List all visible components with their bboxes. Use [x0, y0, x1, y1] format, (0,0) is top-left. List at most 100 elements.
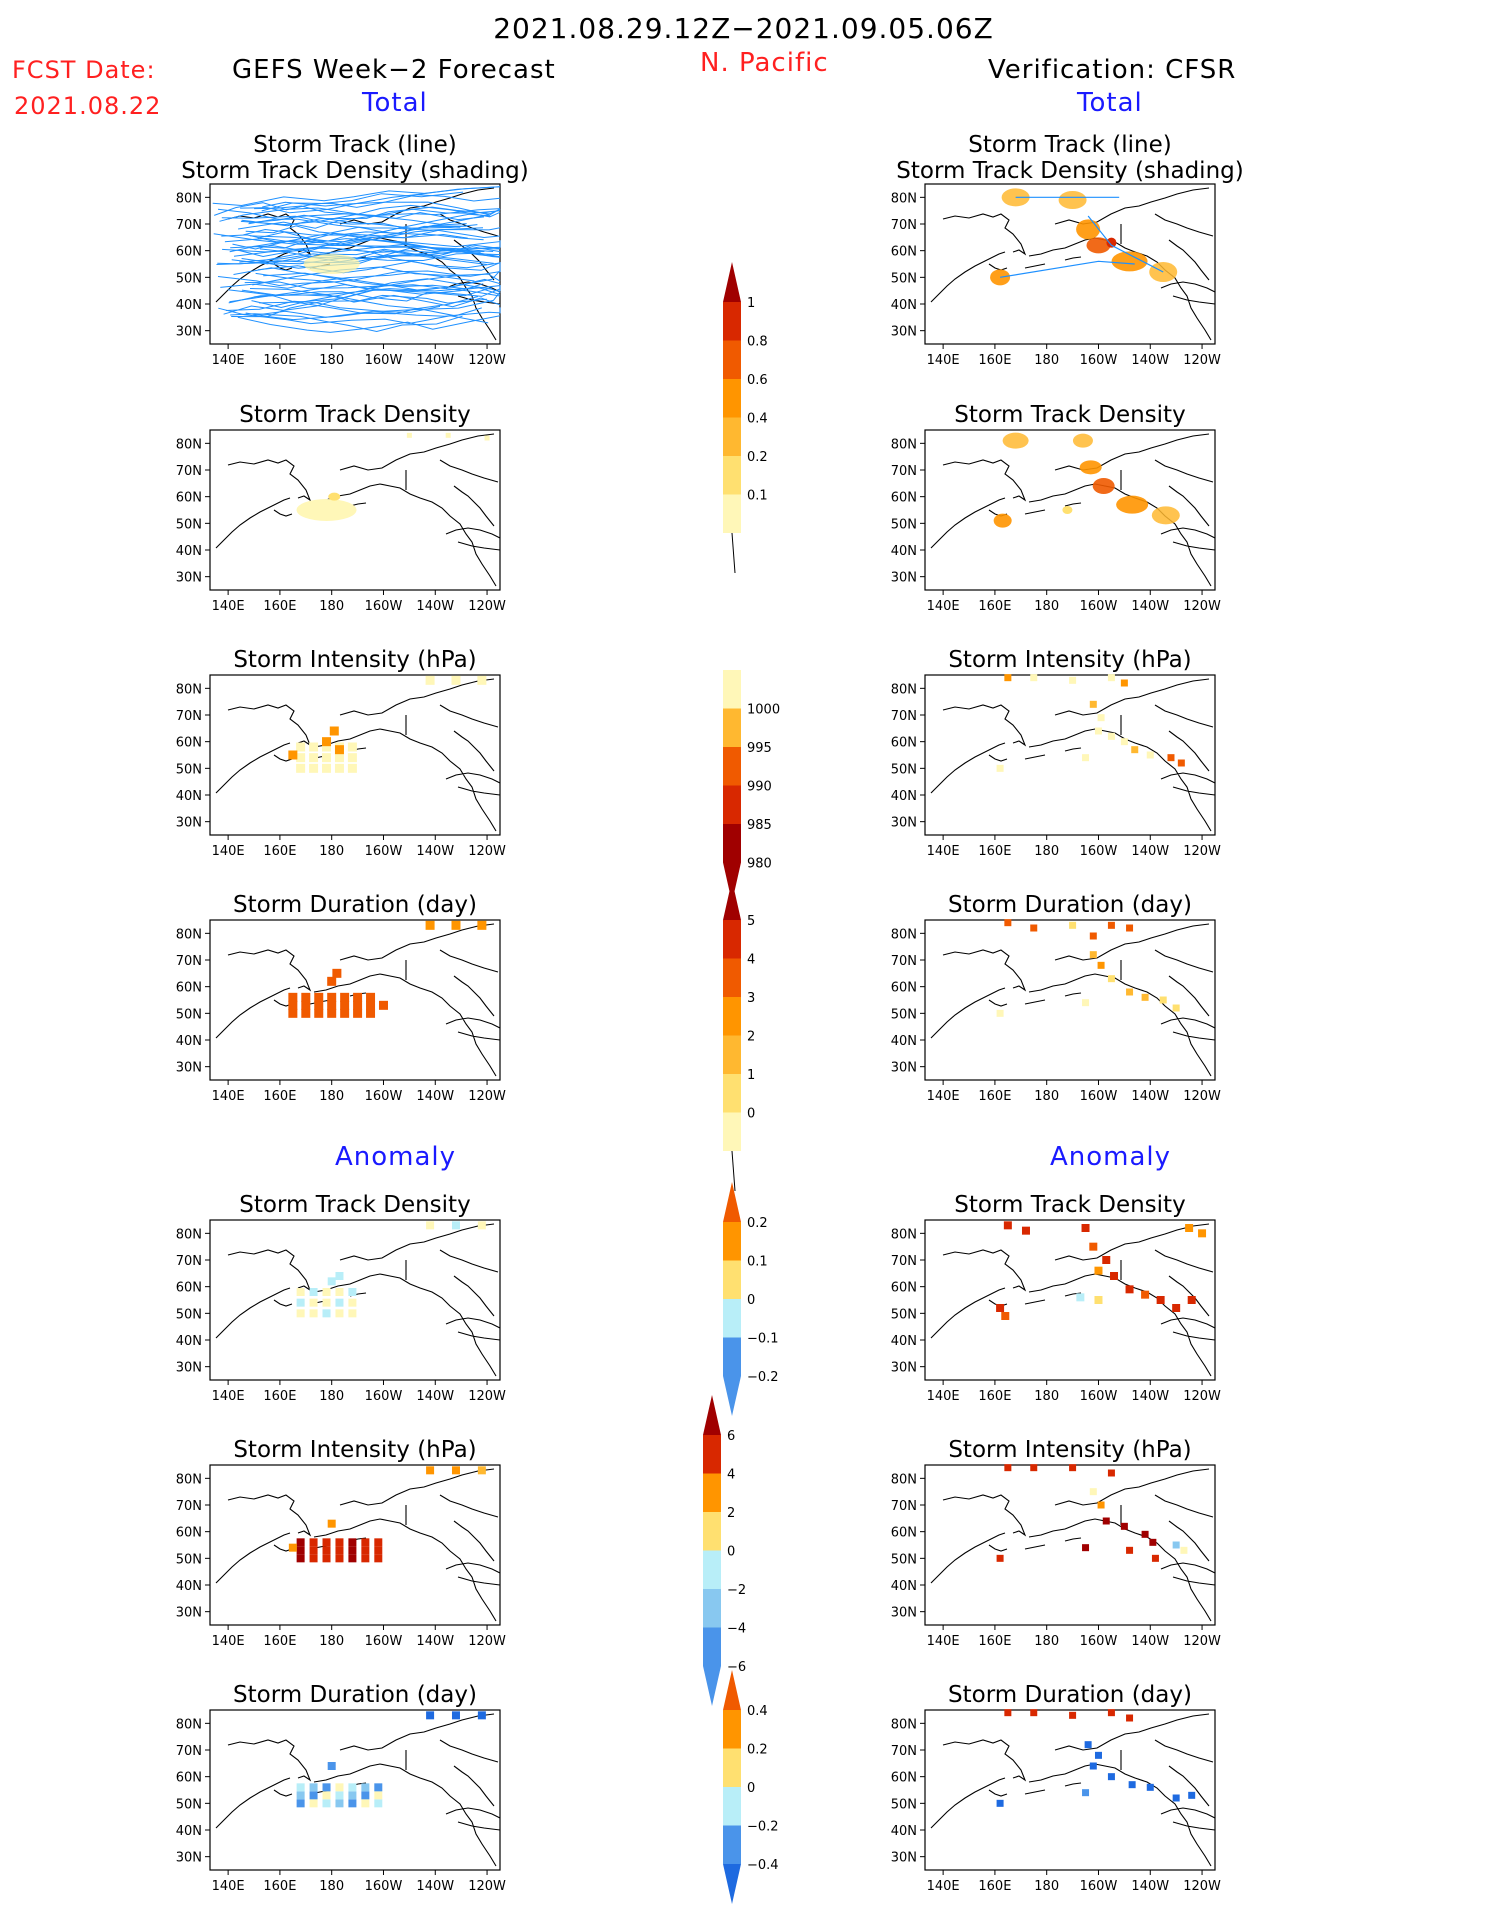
lat-tick-label: 40N [891, 1824, 917, 1839]
grid-cell [1082, 1544, 1090, 1552]
grid-cell [340, 1000, 350, 1010]
lon-tick-label: 140W [416, 1089, 454, 1104]
colorbar-density: 1 0.8 0.6 0.4 0.2 0.1 [723, 262, 768, 574]
grid-cell [1172, 1304, 1181, 1312]
grid-cell [361, 1554, 370, 1563]
lat-tick-label: 80N [891, 1717, 917, 1732]
grid-cell [327, 1519, 336, 1528]
lon-tick-label: 140W [416, 1879, 454, 1894]
storm-track-line [251, 273, 501, 309]
colorbar-bottom-arrow [723, 1376, 741, 1416]
grid-cell [374, 1546, 383, 1555]
density-blob [993, 513, 1012, 528]
lat-tick-label: 60N [176, 981, 202, 996]
lon-tick-label: 180 [1034, 1389, 1059, 1404]
storm-track-line [221, 215, 467, 231]
lat-tick-label: 50N [891, 1007, 917, 1022]
grid-cell [366, 1000, 376, 1010]
lon-tick-label: 180 [1034, 1634, 1059, 1649]
panel-title: Storm Intensity (hPa) [948, 647, 1191, 673]
colorbar-segment [723, 340, 741, 379]
grid-cell [1126, 924, 1134, 932]
grid-cell [1107, 921, 1115, 929]
lon-tick-label: 140W [1131, 1389, 1169, 1404]
lon-tick-label: 160W [1080, 1634, 1118, 1649]
density-blob [296, 499, 357, 521]
grid-cell [451, 1221, 460, 1230]
lon-tick-label: 160W [365, 844, 403, 859]
colorbar-label: 0.6 [747, 373, 768, 388]
colorbar-label: 0.8 [747, 335, 768, 350]
grid-cell [1126, 988, 1134, 996]
storm-track-line [244, 281, 501, 297]
grid-cell [314, 1000, 324, 1010]
grid-cell [378, 1000, 388, 1010]
density-blob [1062, 506, 1073, 514]
density-blob [328, 492, 341, 501]
lon-tick-label: 180 [319, 1089, 344, 1104]
coastline [930, 923, 1216, 1077]
grid-cell [1131, 746, 1139, 754]
lon-tick-label: 120W [1183, 1089, 1221, 1104]
lat-tick-label: 60N [891, 245, 917, 260]
colorbar-bottom-line [731, 532, 736, 574]
colorbar-segment [723, 379, 741, 418]
grid-cell [1125, 1285, 1134, 1294]
storm-track-line [217, 208, 478, 229]
coastline [215, 678, 501, 832]
lon-tick-label: 120W [1183, 1879, 1221, 1894]
colorbar-label: 2 [747, 1030, 755, 1045]
grid-cell [1141, 1530, 1149, 1538]
lon-tick-label: 160E [263, 1634, 296, 1649]
grid-cell [1141, 1290, 1150, 1299]
lat-tick-label: 30N [176, 1851, 202, 1866]
panel-title: Storm Duration (day) [233, 892, 477, 918]
lat-tick-label: 40N [176, 544, 202, 559]
panel-title: Storm Duration (day) [233, 1682, 477, 1708]
grid-cell [353, 992, 363, 1002]
colorbar-segment [723, 670, 741, 709]
lon-tick-label: 160E [263, 1879, 296, 1894]
grid-cell [1030, 1709, 1038, 1717]
grid-cell [288, 992, 298, 1002]
grid-cell [332, 968, 342, 978]
lat-tick-label: 40N [891, 789, 917, 804]
lon-tick-label: 140W [1131, 353, 1169, 368]
grid-cell [348, 1538, 357, 1547]
colorbar-segment [723, 1825, 741, 1864]
lat-tick-label: 40N [891, 1579, 917, 1594]
grid-cell [296, 1791, 305, 1800]
grid-cell [1188, 1791, 1196, 1799]
colorbar-label: 980 [747, 857, 772, 872]
grid-cell [1102, 1256, 1111, 1264]
lon-tick-label: 160W [365, 1089, 403, 1104]
grid-cell [1004, 1709, 1012, 1717]
grid-cell [1141, 993, 1149, 1001]
storm-track-line [259, 264, 501, 304]
lat-tick-label: 50N [891, 1552, 917, 1567]
colorbar-segment [703, 1435, 721, 1474]
panel-fc-intensity: Storm Intensity (hPa) 80N 70N 60N 50N 40N 30N 1… [176, 647, 506, 859]
grid-cell [348, 1799, 357, 1808]
grid-cell [1107, 732, 1115, 740]
lat-tick-label: 30N [891, 1361, 917, 1376]
colorbar-label: 1000 [747, 703, 780, 718]
lon-tick-label: 180 [1034, 599, 1059, 614]
grid-cell [335, 1546, 344, 1555]
grid-cell [1089, 1488, 1097, 1496]
grid-cell [374, 1783, 383, 1792]
map-area: 80N 70N 60N 50N 40N 30N 140E 160E 180 160W 140W 120… [176, 1709, 506, 1894]
panel-subtitle: Storm Track Density (shading) [896, 158, 1243, 184]
colorbar-segment [723, 1260, 741, 1299]
grid-cell [1021, 1226, 1030, 1235]
lat-tick-label: 30N [891, 1606, 917, 1621]
lon-tick-label: 160E [263, 1089, 296, 1104]
grid-cell [374, 1554, 383, 1563]
grid-cell [335, 1288, 344, 1296]
density-blob [1076, 219, 1101, 240]
colorbar-top-arrow [723, 880, 741, 920]
panel-fc-an-intensity: Storm Intensity (hPa) 80N 70N 60N 50N 40N 30N 1… [176, 1437, 506, 1649]
grid-cell [1069, 1464, 1077, 1472]
lon-tick-label: 160W [1080, 1879, 1118, 1894]
lon-tick-label: 140E [212, 599, 245, 614]
